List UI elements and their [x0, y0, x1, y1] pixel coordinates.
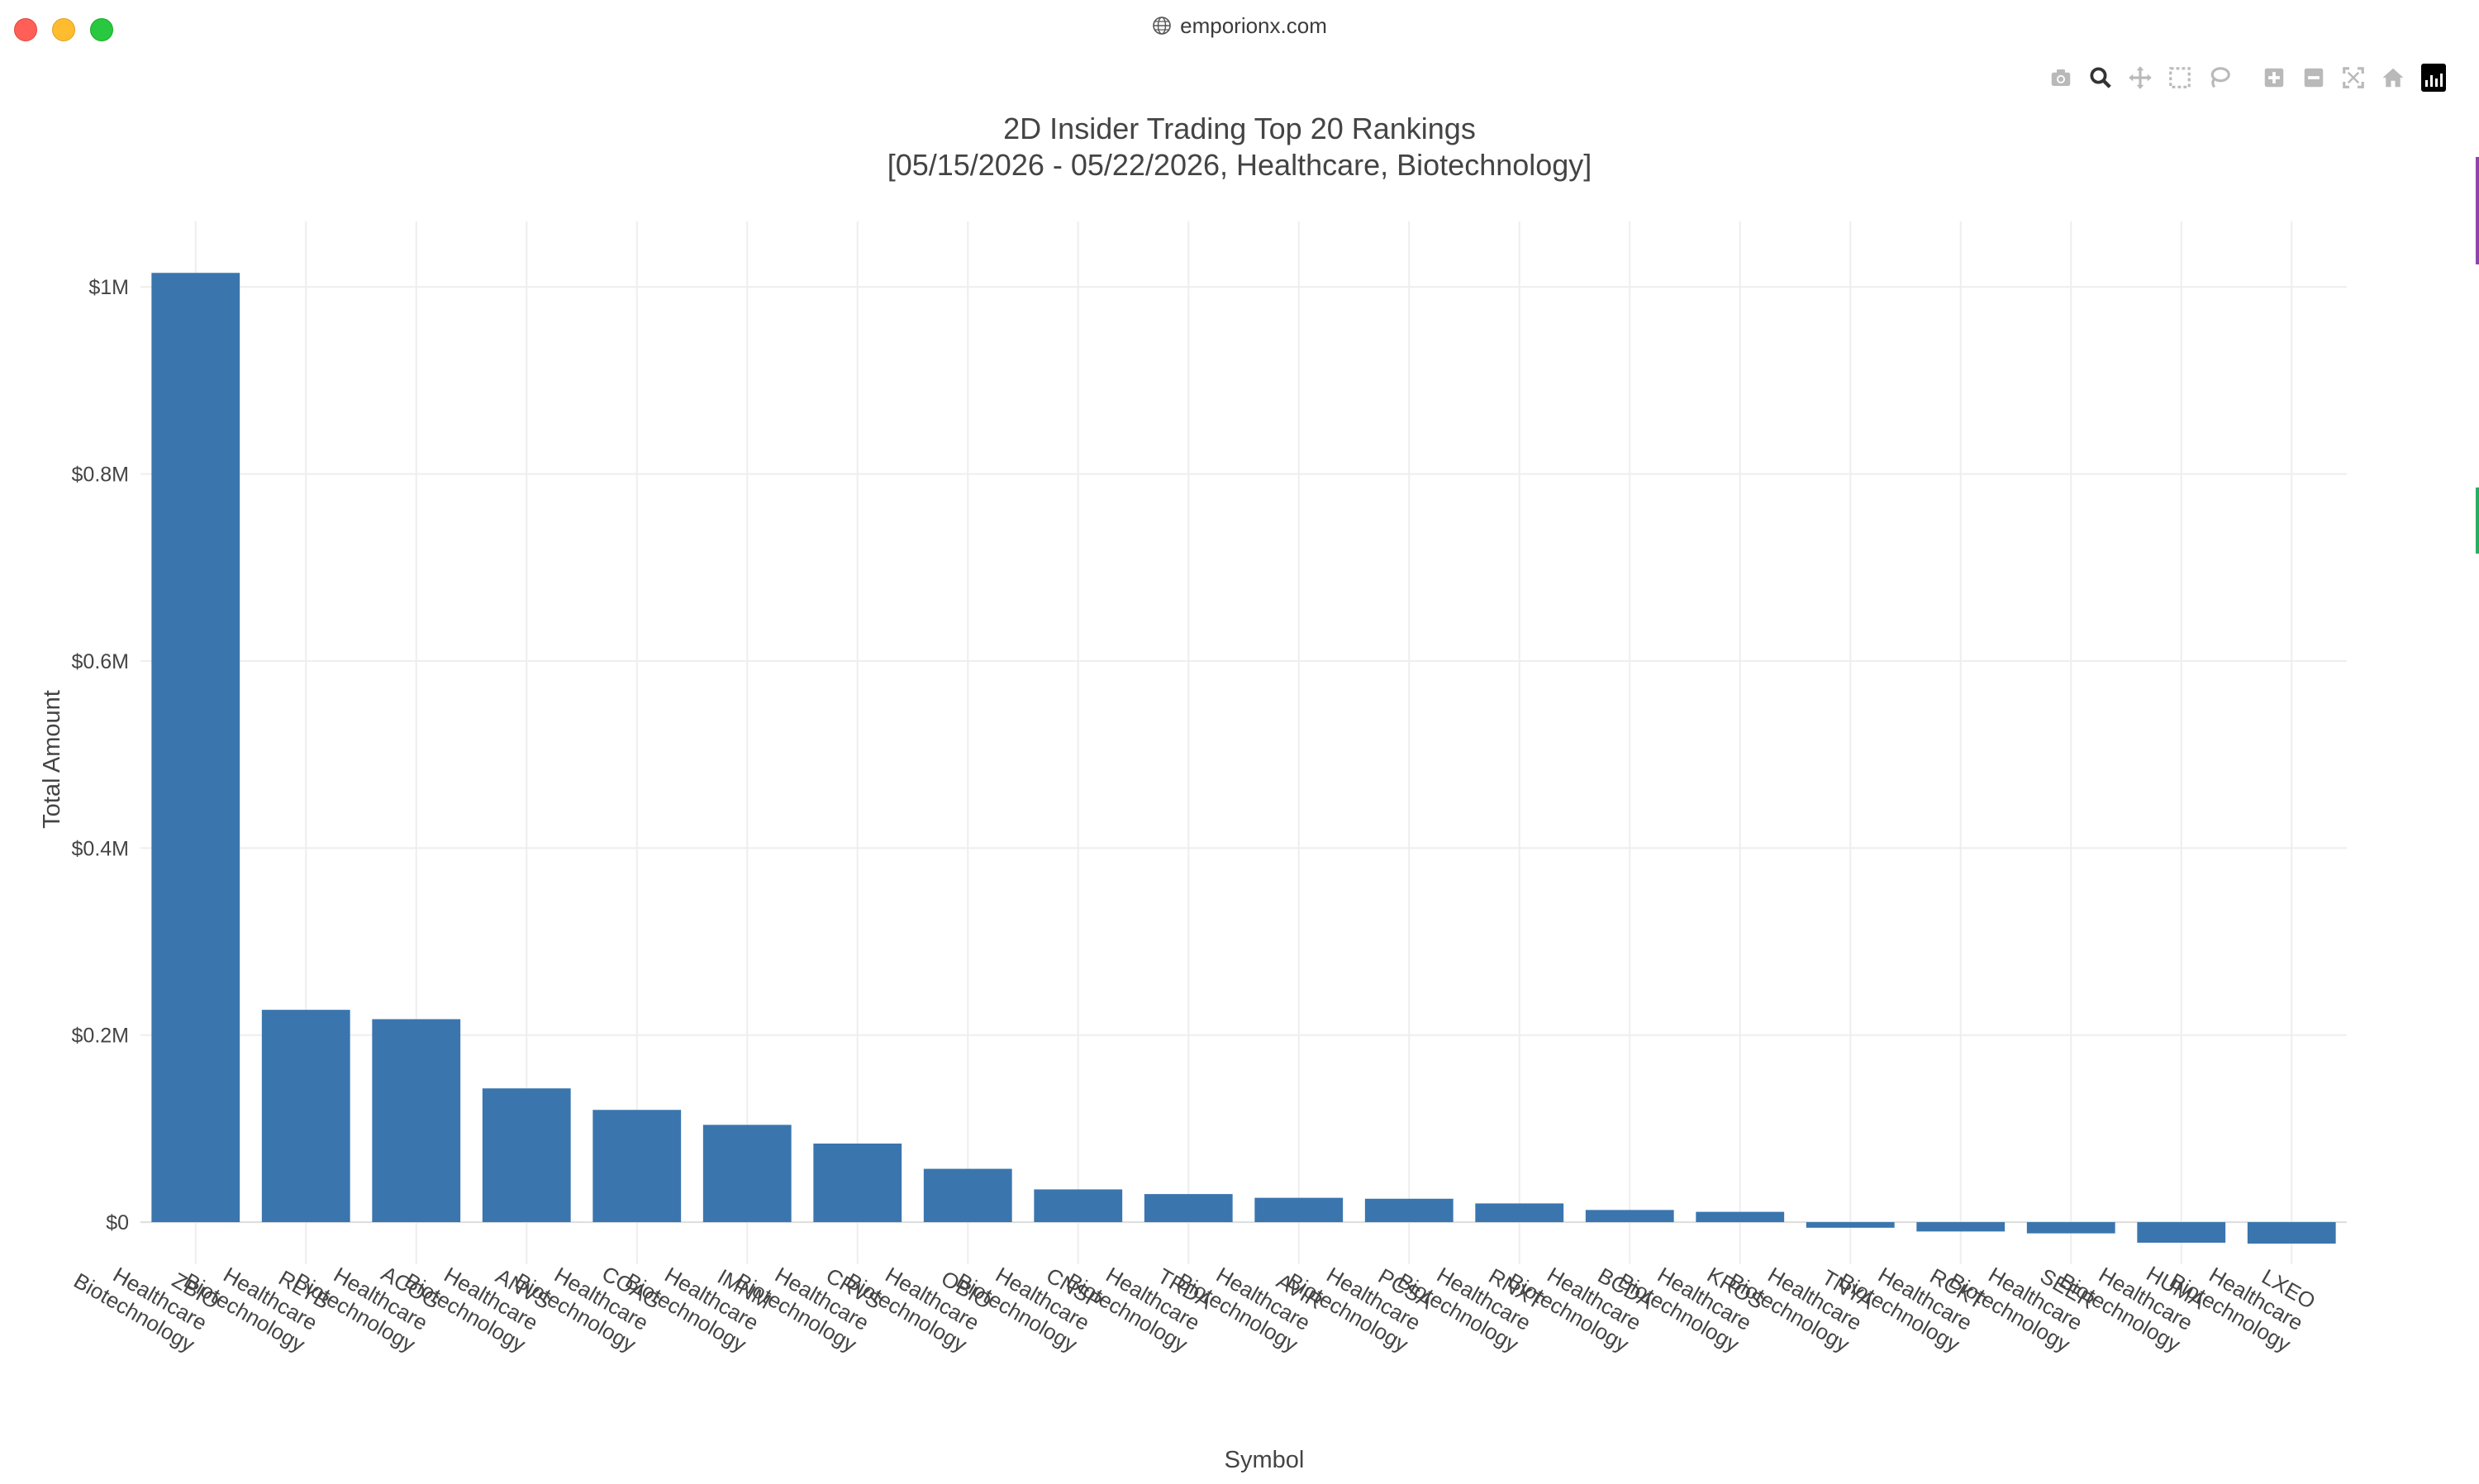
pan-icon[interactable] — [2120, 59, 2160, 96]
close-window-button[interactable] — [14, 18, 37, 41]
chart-title: 2D Insider Trading Top 20 Rankings — [1003, 112, 1476, 145]
box-select-icon[interactable] — [2160, 59, 2200, 96]
y-tick-label: $0 — [106, 1211, 129, 1234]
bar — [2026, 1222, 2115, 1234]
bar — [1034, 1189, 1123, 1223]
bar — [1364, 1198, 1454, 1223]
bar — [923, 1168, 1012, 1223]
bar — [372, 1019, 461, 1223]
camera-icon[interactable] — [2041, 59, 2081, 96]
bar — [482, 1088, 571, 1223]
zoom-icon[interactable] — [2081, 59, 2120, 96]
bar — [1916, 1222, 2006, 1232]
address-bar[interactable]: emporionx.com — [0, 13, 2479, 41]
minimize-window-button[interactable] — [52, 18, 75, 41]
bar — [2247, 1222, 2336, 1244]
y-tick-label: $0.8M — [72, 464, 129, 487]
edge-accent — [2476, 157, 2479, 264]
bar — [1144, 1194, 1233, 1223]
globe-icon — [1152, 16, 1172, 41]
y-tick-label: $0.4M — [72, 837, 129, 860]
lasso-icon[interactable] — [2200, 59, 2239, 96]
edge-accent — [2476, 488, 2479, 554]
bar — [151, 273, 240, 1223]
bar — [1254, 1197, 1344, 1223]
bar — [1696, 1211, 1785, 1223]
bar — [1475, 1203, 1564, 1223]
y-tick-label: $1M — [88, 276, 129, 299]
y-tick-label: $0.6M — [72, 650, 129, 673]
plotly-logo-icon[interactable] — [2421, 64, 2446, 92]
url-text: emporionx.com — [1180, 13, 1327, 38]
x-axis-title: Symbol — [1225, 1447, 1305, 1473]
zoom-out-icon[interactable] — [2294, 59, 2334, 96]
chart-subtitle: [05/15/2026 - 05/22/2026, Healthcare, Bi… — [887, 148, 1592, 182]
reset-axes-icon[interactable] — [2373, 59, 2413, 96]
y-axis-title: Total Amount — [39, 690, 65, 829]
bar — [1585, 1210, 1674, 1223]
zoom-in-icon[interactable] — [2254, 59, 2294, 96]
bar — [702, 1125, 792, 1223]
bar — [592, 1110, 682, 1223]
bar — [261, 1010, 350, 1223]
autoscale-icon[interactable] — [2334, 59, 2373, 96]
title-bar: emporionx.com — [0, 0, 2479, 58]
chart-toolbar — [2041, 59, 2446, 96]
bar — [2137, 1222, 2226, 1243]
bar — [1806, 1222, 1895, 1228]
bar — [813, 1143, 902, 1223]
maximize-window-button[interactable] — [90, 18, 113, 41]
y-tick-label: $0.2M — [72, 1025, 129, 1048]
